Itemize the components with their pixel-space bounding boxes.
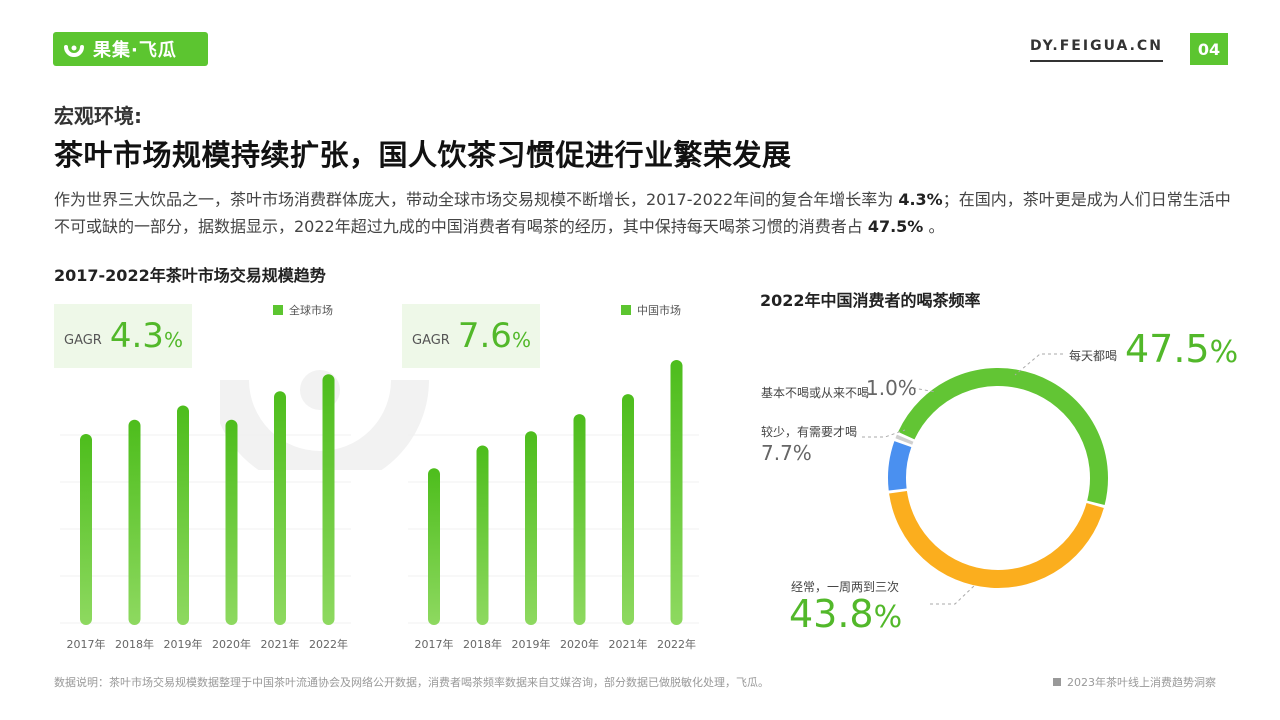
page-number: 04 <box>1190 33 1228 65</box>
bar-0-0 <box>80 434 92 625</box>
donut-label-seldom: 较少，有需要才喝 <box>761 425 858 439</box>
bar-0-1 <box>128 419 141 625</box>
x-tick-label: 2018年 <box>463 637 502 651</box>
x-tick-label: 2022年 <box>309 637 348 651</box>
donut-label-often: 经常，一周两到三次 <box>791 580 900 594</box>
x-tick-label: 2020年 <box>212 637 251 651</box>
intro-daily-share: 47.5% <box>867 217 924 236</box>
bar-0-2 <box>177 405 189 625</box>
x-tick-label: 2017年 <box>67 637 106 651</box>
cagr-unit: % <box>163 328 183 352</box>
section-label: 宏观环境: <box>54 104 142 128</box>
x-tick-label: 2018年 <box>115 637 154 651</box>
logo-text: 果集·飞瓜 <box>93 40 177 61</box>
intro-paragraph: 作为世界三大饮品之一，茶叶市场消费群体庞大，带动全球市场交易规模不断增长，201… <box>54 186 1234 240</box>
bar-1-4 <box>622 394 634 625</box>
bar-0-4 <box>274 391 286 625</box>
bar-1-3 <box>573 414 586 625</box>
cagr-value: 4.3 <box>109 316 164 356</box>
legend-china: 中国市场 <box>621 302 681 318</box>
legend-label: 全球市场 <box>289 304 333 317</box>
donut-slice-0 <box>898 368 1108 505</box>
x-tick-label: 2017年 <box>415 637 454 651</box>
cagr-label: GAGR <box>412 332 450 348</box>
legend-swatch <box>621 305 631 315</box>
legend-label: 中国市场 <box>637 304 681 317</box>
donut-pct-never: 1.0% <box>866 376 917 400</box>
square-icon <box>1053 678 1061 686</box>
x-tick-label: 2019年 <box>164 637 203 651</box>
donut-slice-3 <box>895 434 914 445</box>
report-name-text: 2023年茶叶线上消费趋势洞察 <box>1067 676 1216 689</box>
legend-global: 全球市场 <box>273 302 333 318</box>
leader-line-0 <box>1014 353 1063 376</box>
intro-text-2: ；在国内，茶叶更是成为人们日常生活中不可或缺的一部分，据数据显示，2022年超过… <box>54 190 1231 236</box>
x-tick-label: 2019年 <box>512 637 551 651</box>
watermark-logo <box>220 370 429 470</box>
donut-label-daily: 每天都喝 <box>1069 349 1118 363</box>
intro-text-3: 。 <box>928 217 945 236</box>
legend-swatch <box>273 305 283 315</box>
donut-pct-daily: 47.5% <box>1125 327 1239 371</box>
x-tick-label: 2021年 <box>609 637 648 651</box>
brand-logo: 果集·飞瓜 <box>53 32 208 66</box>
cagr-card-global: GAGR 4.3 % <box>54 304 192 368</box>
donut-label-never: 基本不喝或从来不喝 <box>761 386 870 400</box>
bar-0-5 <box>322 374 335 625</box>
x-tick-label: 2020年 <box>560 637 599 651</box>
cagr-card-china: GAGR 7.6 % <box>402 304 540 368</box>
bar-1-2 <box>525 431 537 625</box>
bar-1-1 <box>476 445 489 625</box>
donut-slice-1 <box>889 490 1104 588</box>
site-url: DY.FEIGUA.CN <box>1030 38 1163 62</box>
intro-cagr-value: 4.3% <box>898 190 943 209</box>
leader-line-2 <box>862 429 906 438</box>
cagr-unit: % <box>511 328 531 352</box>
cagr-label: GAGR <box>64 332 102 348</box>
donut-slice-2 <box>888 441 912 491</box>
footnote: 数据说明：茶叶市场交易规模数据整理于中国茶叶流通协会及网络公开数据，消费者喝茶频… <box>54 676 769 689</box>
intro-text-1: 作为世界三大饮品之一，茶叶市场消费群体庞大，带动全球市场交易规模不断增长，201… <box>54 190 894 209</box>
donut-pct-often: 43.8% <box>789 592 903 636</box>
x-tick-label: 2021年 <box>261 637 300 651</box>
donut-pct-daily-value: 47.5 <box>1125 327 1210 371</box>
page-title: 茶叶市场规模持续扩张，国人饮茶习惯促进行业繁荣发展 <box>54 138 792 172</box>
donut-pct-often-value: 43.8 <box>789 592 874 636</box>
logo-mark-icon <box>64 45 84 57</box>
cagr-value: 7.6 <box>457 316 512 356</box>
bar-panel-title: 2017-2022年茶叶市场交易规模趋势 <box>54 266 326 285</box>
x-tick-label: 2022年 <box>657 637 696 651</box>
bar-0-3 <box>225 419 238 625</box>
report-name: 2023年茶叶线上消费趋势洞察 <box>1053 674 1216 690</box>
bar-1-5 <box>670 359 683 625</box>
leader-line-3 <box>930 584 976 605</box>
donut-panel-title: 2022年中国消费者的喝茶频率 <box>760 291 981 310</box>
bar-1-0 <box>428 468 440 625</box>
donut-pct-seldom: 7.7% <box>761 441 812 465</box>
